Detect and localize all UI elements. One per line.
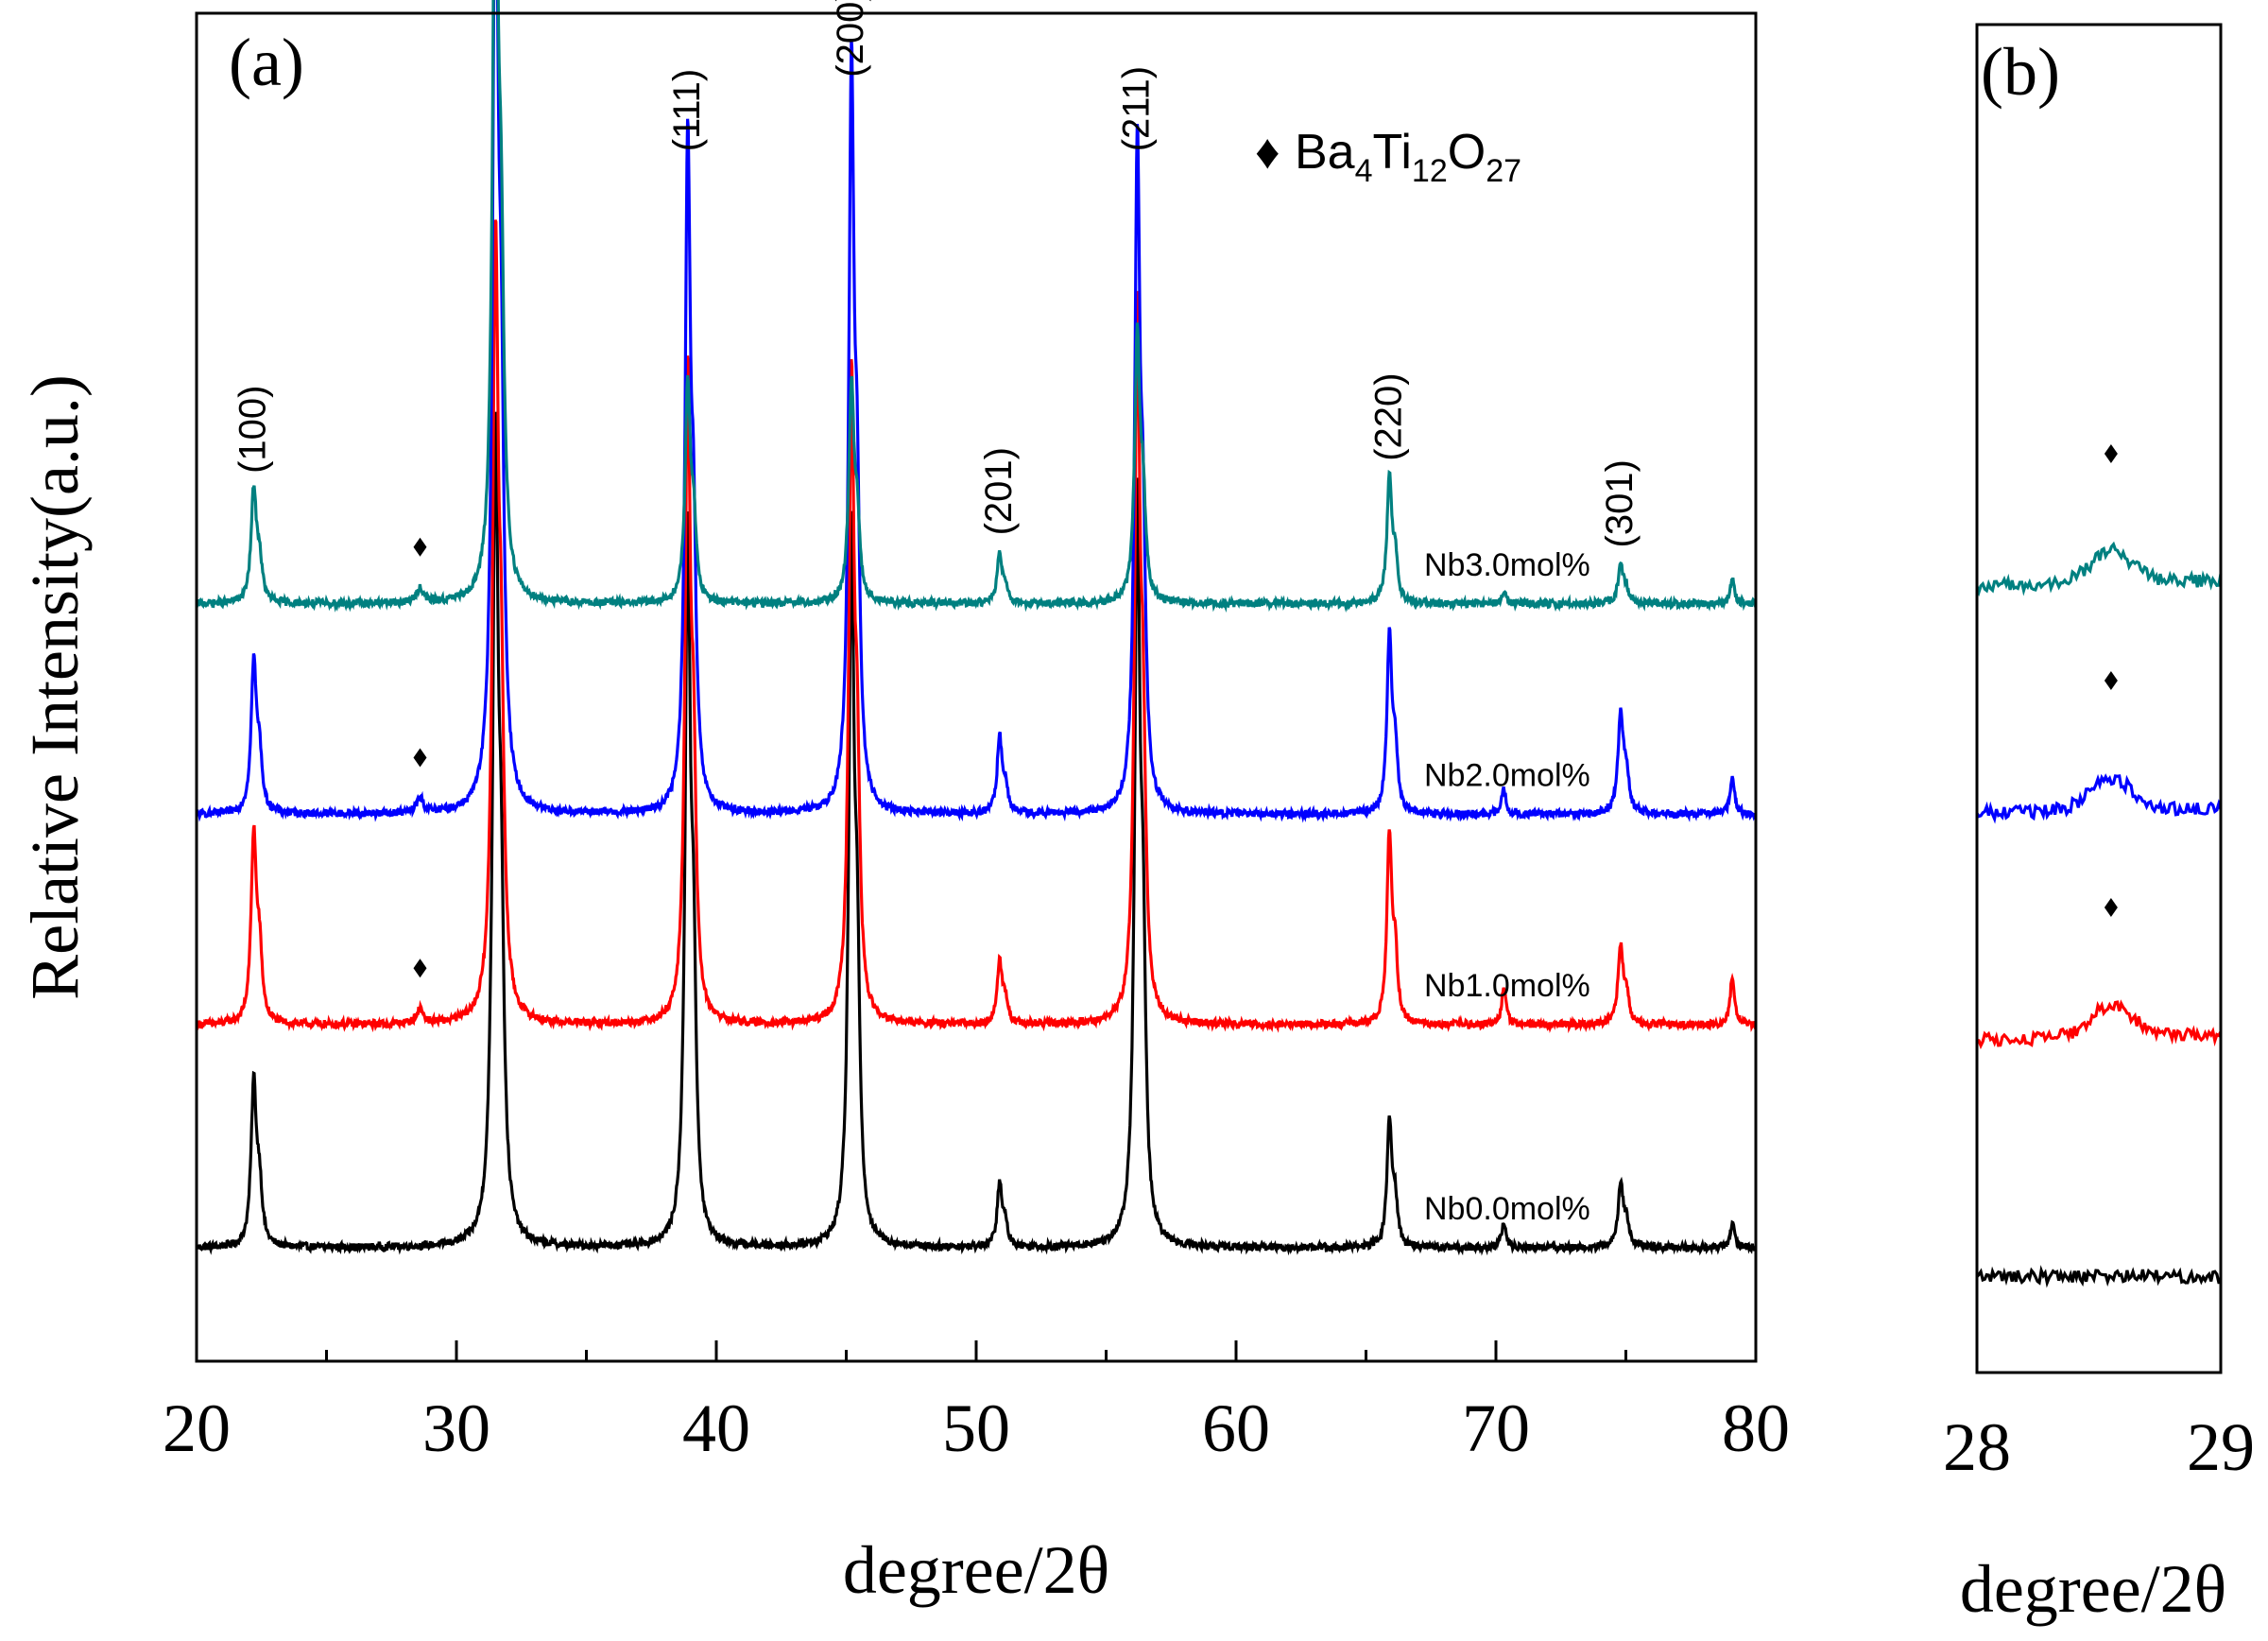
x-tick-label-80: 80: [1722, 1391, 1790, 1466]
panel-b-label: (b): [1981, 34, 2060, 110]
legend-formula: Ba4Ti12O27: [1295, 125, 1521, 189]
panel-a-label: (a): [229, 25, 304, 100]
legend-formula-part-3: 12: [1412, 153, 1448, 189]
panel-a: (100)(101)(111)(200)(201)(211)(220)(301)…: [17, 0, 1790, 1608]
trace-Nb2.0mol%: [196, 0, 1757, 823]
peak-label-2: (111): [666, 69, 708, 151]
peak-label-0: (100): [232, 386, 274, 474]
panel-a-x-ticks: 20 30 40 50 60 70 80: [163, 1340, 1790, 1466]
peak-label-7: (301): [1599, 459, 1641, 547]
trace-Nb0.0mol%: [195, 411, 1757, 1256]
trace-Nb3.0mol%: [196, 0, 1757, 613]
zoom-x-tick-label-29: 29: [2187, 1409, 2255, 1485]
legend: ♦ Ba4Ti12O27: [1255, 125, 1521, 189]
panel-b-impurity-markers: [2104, 444, 2118, 917]
peak-label-6: (220): [1367, 372, 1409, 460]
zoom-trace-Nb2.0mol%: [1975, 773, 2223, 824]
impurity-marker-Nb1.0mol%: [413, 959, 427, 978]
series-label-Nb3.0mol%: Nb3.0mol%: [1424, 547, 1590, 583]
zoom-trace-Nb3.0mol%: [1975, 541, 2223, 597]
panel-b-frame: [1975, 23, 2223, 1374]
zoom-impurity-marker-Nb1.0mol%: [2104, 898, 2118, 917]
series-label-Nb0.0mol%: Nb0.0mol%: [1424, 1191, 1590, 1227]
trace-Nb1.0mol%: [195, 219, 1757, 1034]
x-tick-label-20: 20: [163, 1391, 231, 1466]
legend-formula-part-2: Ti: [1373, 125, 1412, 180]
panel-b: 28 29 (b) degree/2θ: [1943, 23, 2255, 1627]
series-label-Nb1.0mol%: Nb1.0mol%: [1424, 968, 1590, 1004]
panel-a-traces: [195, 0, 1757, 1256]
zoom-impurity-marker-Nb2.0mol%: [2104, 671, 2118, 690]
panel-a-peak-labels: (100)(101)(111)(200)(201)(211)(220)(301): [232, 0, 1641, 548]
panel-a-series-labels: Nb0.0mol% Nb1.0mol% Nb2.0mol% Nb3.0mol%: [1424, 547, 1590, 1227]
panel-a-x-axis-title: degree/2θ: [843, 1532, 1109, 1608]
peak-label-5: (211): [1116, 66, 1158, 151]
panel-a-frame: [195, 11, 1758, 1363]
panel-b-x-ticks: 28 29: [1943, 1409, 2255, 1485]
series-label-Nb2.0mol%: Nb2.0mol%: [1424, 758, 1590, 794]
x-tick-label-70: 70: [1462, 1391, 1530, 1466]
legend-marker: ♦: [1255, 125, 1280, 180]
x-tick-label-50: 50: [942, 1391, 1010, 1466]
peak-label-4: (201): [978, 447, 1020, 535]
panel-a-impurity-markers: [413, 537, 427, 978]
legend-formula-part-4: O: [1448, 125, 1486, 180]
x-tick-label-40: 40: [682, 1391, 750, 1466]
legend-formula-part-1: 4: [1355, 153, 1373, 189]
peak-label-3: (200): [830, 0, 871, 78]
zoom-trace-Nb0.0mol%: [1975, 1265, 2221, 1288]
impurity-marker-Nb3.0mol%: [413, 537, 427, 557]
x-tick-label-30: 30: [422, 1391, 490, 1466]
zoom-impurity-marker-Nb3.0mol%: [2104, 444, 2118, 463]
zoom-x-tick-label-28: 28: [1943, 1409, 2011, 1485]
panel-b-traces: [1975, 541, 2223, 1288]
panel-b-x-axis-title: degree/2θ: [1960, 1551, 2226, 1627]
zoom-trace-Nb1.0mol%: [1976, 999, 2223, 1050]
y-axis-title: Relative Intensity(a.u.): [17, 374, 93, 1000]
legend-formula-part-0: Ba: [1295, 125, 1355, 180]
legend-formula-part-5: 27: [1486, 153, 1521, 189]
impurity-marker-Nb2.0mol%: [413, 748, 427, 768]
x-tick-label-60: 60: [1202, 1391, 1270, 1466]
